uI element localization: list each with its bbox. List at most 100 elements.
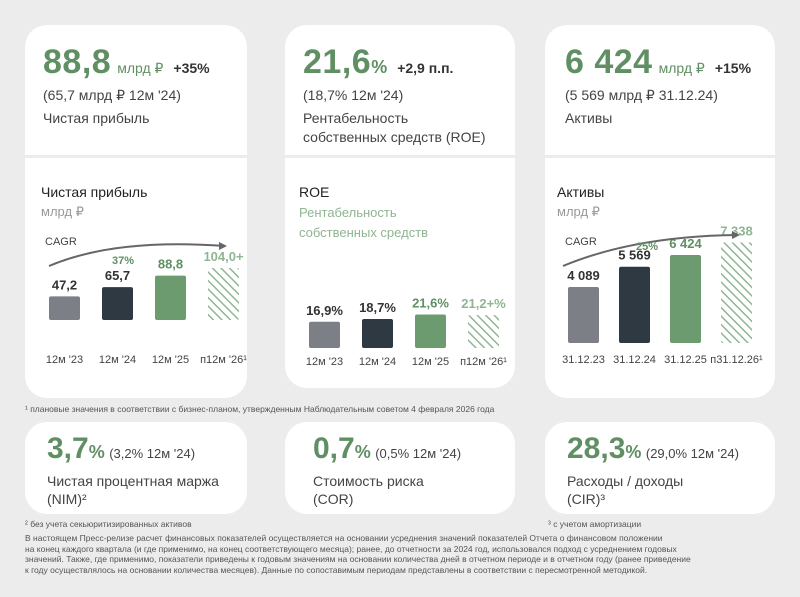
profit-cagr-arrowhead xyxy=(219,242,227,250)
profit-cagr-arrow xyxy=(48,243,226,267)
nim-value: 3,7 xyxy=(47,432,89,465)
roe-bar xyxy=(468,315,499,348)
assets-chart-card: Активы млрд ₽ CAGR 4 089 31.12.23 5 569 31.… xyxy=(545,158,775,398)
disclaimer-line: к году осуществлялось на основании колич… xyxy=(25,564,648,575)
roe-label-2: собственных средств (ROE) xyxy=(303,129,486,145)
nim-compare: (3,2% 12м '24) xyxy=(109,446,196,461)
roe-bar xyxy=(415,314,446,348)
assets-category-label: 31.12.25 xyxy=(664,354,707,366)
assets-chart-title: Активы xyxy=(557,184,605,200)
cir-label-2: (CIR)³ xyxy=(567,491,606,507)
roe-chart: 16,9% 12м '23 18,7% 12м '24 21,6% 12м '25 21,2… xyxy=(306,296,507,368)
assets-summary-card: 6 424 млрд ₽ +15% (5 569 млрд ₽ 31.12.24) … xyxy=(545,25,775,155)
assets-cagr-label: CAGR xyxy=(565,236,597,248)
footnote-plan: ¹ плановые значения в соответствии с биз… xyxy=(25,404,495,414)
roe-value-label: 16,9% xyxy=(306,303,343,318)
cir-card: 28,3% (29,0% 12м '24) Расходы / доходы (… xyxy=(545,422,775,514)
cir-label: Расходы / доходы xyxy=(567,473,684,489)
roe-category-label: 12м '23 xyxy=(306,356,343,368)
profit-category-label: п12м '26¹ xyxy=(200,354,247,366)
profit-value-label: 65,7 xyxy=(105,268,130,283)
assets-bar xyxy=(568,286,599,343)
cor-value: 0,7 xyxy=(313,432,355,465)
cor-card: 0,7% (0,5% 12м '24) Стоимость риска (COR… xyxy=(285,422,515,514)
assets-value-label: 6 424 xyxy=(669,236,702,251)
roe-unit: % xyxy=(371,57,388,77)
assets-bar xyxy=(619,266,650,343)
roe-summary-card: 21,6% +2,9 п.п. (18,7% 12м '24) Рентабель… xyxy=(285,25,515,155)
roe-category-label: 12м '24 xyxy=(359,356,396,368)
roe-value-label: 18,7% xyxy=(359,300,396,315)
assets-value-label: 5 569 xyxy=(618,248,651,263)
profit-compare: (65,7 млрд ₽ 12м '24) xyxy=(43,87,181,103)
roe-category-label: п12м '26¹ xyxy=(460,356,507,368)
profit-category-label: 12м '25 xyxy=(152,354,189,366)
profit-value-label: 104,0+ xyxy=(203,249,244,264)
cor-unit: % xyxy=(354,442,371,462)
profit-cagr-value: 37% xyxy=(112,255,134,267)
roe-value-label: 21,2+% xyxy=(461,296,506,311)
assets-category-label: 31.12.23 xyxy=(562,354,605,366)
profit-label: Чистая прибыль xyxy=(43,110,150,126)
roe-chart-sub-2: собственных средств xyxy=(299,225,429,240)
profit-cagr-label: CAGR xyxy=(45,236,77,248)
roe-chart-card: ROE Рентабельность собственных средств 1… xyxy=(285,158,515,388)
assets-cagr-arrow xyxy=(562,234,739,267)
roe-compare: (18,7% 12м '24) xyxy=(303,87,404,103)
profit-category-label: 12м '23 xyxy=(46,354,83,366)
profit-bar xyxy=(208,268,239,320)
roe-value: 21,6 xyxy=(303,43,372,81)
profit-chart-card: Чистая прибыль млрд ₽ CAGR 47,2 12м '23 65… xyxy=(25,158,247,398)
nim-card: 3,7% (3,2% 12м '24) Чистая процентная ма… xyxy=(25,422,247,514)
roe-chart-sub-1: Рентабельность xyxy=(299,205,397,220)
cir-unit: % xyxy=(625,442,642,462)
assets-label: Активы xyxy=(565,110,613,126)
cor-compare: (0,5% 12м '24) xyxy=(375,446,462,461)
roe-delta: +2,9 п.п. xyxy=(397,60,454,76)
assets-compare: (5 569 млрд ₽ 31.12.24) xyxy=(565,87,718,103)
assets-chart-unit: млрд ₽ xyxy=(557,204,600,219)
roe-label: Рентабельность xyxy=(303,110,409,126)
assets-category-label: п31.12.26¹ xyxy=(710,354,763,366)
assets-bar xyxy=(670,254,701,343)
profit-chart: 47,2 12м '23 65,7 12м '24 88,8 12м '25 104,0+ п… xyxy=(46,242,247,366)
nim-label-2: (NIM)² xyxy=(47,491,87,507)
assets-cagr-value: 25% xyxy=(636,241,658,253)
nim-unit: % xyxy=(88,442,105,462)
profit-summary-card: 88,8 млрд ₽ +35% (65,7 млрд ₽ 12м '24) Чис… xyxy=(25,25,247,155)
disclaimer-line: на конец каждого квартала (и где примени… xyxy=(25,543,677,554)
profit-value-label: 47,2 xyxy=(52,277,77,292)
footnote-cir: ³ с учетом амортизации xyxy=(548,519,642,529)
profit-category-label: 12м '24 xyxy=(99,354,136,366)
profit-unit: млрд ₽ xyxy=(117,60,164,76)
assets-value-label: 4 089 xyxy=(567,268,600,283)
profit-bar xyxy=(102,287,133,320)
cor-label-2: (COR) xyxy=(313,491,354,507)
profit-chart-title: Чистая прибыль xyxy=(41,184,148,200)
cir-value: 28,3 xyxy=(567,432,626,465)
cir-compare: (29,0% 12м '24) xyxy=(645,446,739,461)
assets-value: 6 424 xyxy=(565,43,653,81)
roe-bar xyxy=(362,319,393,348)
nim-label: Чистая процентная маржа xyxy=(47,473,219,489)
profit-bar xyxy=(49,296,80,320)
profit-bar xyxy=(155,275,186,320)
assets-unit: млрд ₽ xyxy=(658,60,705,76)
assets-delta: +15% xyxy=(714,60,752,76)
assets-bar xyxy=(721,242,752,343)
disclaimer-line: В настоящем Пресс-релизе расчет финансов… xyxy=(25,533,663,543)
profit-chart-unit: млрд ₽ xyxy=(41,204,84,219)
profit-value: 88,8 xyxy=(43,43,112,81)
footnote-nim: ² без учета секьюритизированных активов xyxy=(25,519,192,529)
disclaimer-line: значений. Также, где применимо, показате… xyxy=(25,554,691,564)
profit-value-label: 88,8 xyxy=(158,257,183,272)
assets-category-label: 31.12.24 xyxy=(613,354,656,366)
assets-cagr-arrowhead xyxy=(732,231,740,239)
profit-delta: +35% xyxy=(173,60,210,76)
roe-category-label: 12м '25 xyxy=(412,356,449,368)
roe-value-label: 21,6% xyxy=(412,296,449,311)
disclaimer: В настоящем Пресс-релизе расчет финансов… xyxy=(25,533,777,575)
roe-chart-title: ROE xyxy=(299,184,330,200)
cor-label: Стоимость риска xyxy=(313,473,424,489)
